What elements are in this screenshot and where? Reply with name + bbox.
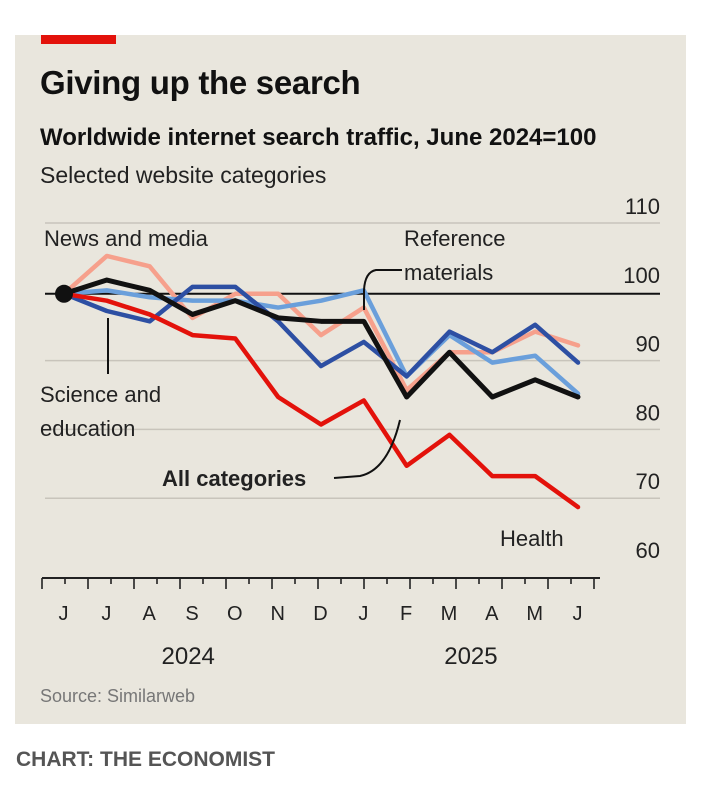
chart-title: Giving up the search <box>40 64 361 101</box>
series-label-all-categories: All categories <box>162 466 306 491</box>
chart-card <box>15 35 686 724</box>
series-label-science-and-education: Science and education <box>40 382 161 441</box>
y-tick-label: 60 <box>636 538 660 563</box>
series-label-health: Health <box>500 526 564 551</box>
leader-line <box>363 269 402 310</box>
leader-line <box>333 419 401 479</box>
series-line-science-and-education <box>61 284 581 379</box>
series-label-text: education <box>40 416 135 441</box>
series-label-text: materials <box>404 260 493 285</box>
x-tick-label: A <box>142 603 156 625</box>
series-line-health <box>61 291 581 510</box>
chart-credit: CHART: THE ECONOMIST <box>16 748 275 771</box>
series-line-reference-materials <box>61 288 581 396</box>
y-tick-label: 110 <box>625 194 660 219</box>
series-label-text: Reference <box>404 226 506 251</box>
x-tick-label: J <box>358 603 369 625</box>
x-tick-label: O <box>227 603 244 625</box>
x-tick-label: S <box>185 603 199 625</box>
series-label-reference-materials: Reference materials <box>404 226 506 285</box>
x-tick-label: M <box>441 603 459 625</box>
series-label-text: Science and <box>40 382 161 407</box>
x-tick-label: D <box>313 603 328 625</box>
y-tick-label: 100 <box>623 263 660 288</box>
x-year-label: 2025 <box>444 643 497 670</box>
series-label-text: All categories <box>162 466 306 491</box>
label-bg <box>40 224 230 252</box>
y-tick-label: 80 <box>636 400 660 425</box>
series-line-all-categories <box>61 277 581 400</box>
series-label-text: Health <box>500 526 564 551</box>
x-tick-label: J <box>59 603 70 625</box>
x-tick-label: N <box>270 603 285 625</box>
series-label-text: News and media <box>44 226 209 251</box>
y-tick-label: 90 <box>636 332 660 357</box>
label-bg <box>398 224 520 252</box>
x-tick-label: A <box>485 603 499 625</box>
x-year-label: 2024 <box>162 643 215 670</box>
chart-subsubtitle: Selected website categories <box>40 162 327 188</box>
series-label-news-and-media: News and media <box>44 226 209 251</box>
start-dot <box>55 284 73 303</box>
source-note: Source: Similarweb <box>40 686 196 706</box>
x-tick-label: F <box>400 603 413 625</box>
y-tick-label: 70 <box>636 469 660 494</box>
brand-red-bar <box>41 35 116 44</box>
x-tick-label: M <box>526 603 544 625</box>
x-tick-label: J <box>573 603 584 625</box>
x-tick-label: J <box>101 603 112 625</box>
chart-subtitle: Worldwide internet search traffic, June … <box>40 124 597 151</box>
